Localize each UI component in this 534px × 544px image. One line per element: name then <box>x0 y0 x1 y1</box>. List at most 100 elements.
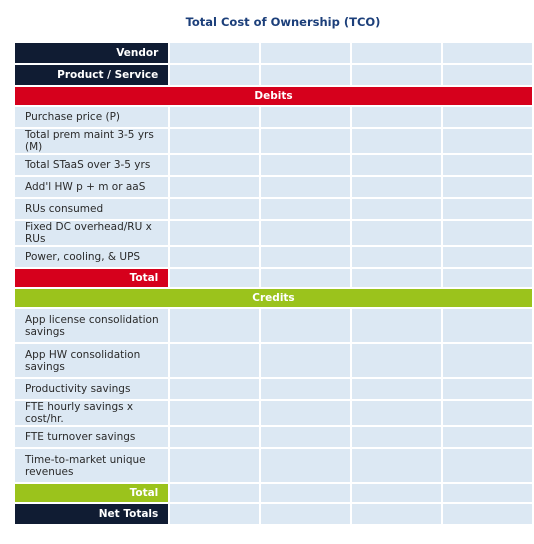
product-cell-2[interactable] <box>261 65 351 85</box>
table-cell[interactable] <box>170 344 260 377</box>
credits-band-row: Credits <box>15 289 532 307</box>
vendor-row: Vendor <box>15 43 532 63</box>
table-cell[interactable] <box>352 247 442 267</box>
table-cell[interactable] <box>352 155 442 175</box>
table-row: RUs consumed <box>15 199 532 219</box>
vendor-cell-3[interactable] <box>352 43 442 63</box>
table-cell[interactable] <box>443 177 532 197</box>
table-cell[interactable] <box>170 107 260 127</box>
table-cell[interactable] <box>352 504 442 524</box>
table-cell[interactable] <box>443 504 532 524</box>
row-label: App license consolidation savings <box>15 309 169 342</box>
table-cell[interactable] <box>170 484 260 502</box>
product-cell-4[interactable] <box>443 65 532 85</box>
table-cell[interactable] <box>443 449 532 482</box>
table-cell[interactable] <box>261 221 351 245</box>
table-row: Time-to-market unique revenues <box>15 449 532 482</box>
row-label: Purchase price (P) <box>15 107 169 127</box>
table-cell[interactable] <box>261 344 351 377</box>
table-cell[interactable] <box>443 484 532 502</box>
table-cell[interactable] <box>261 401 351 425</box>
row-label: Add'l HW p + m or aaS <box>15 177 169 197</box>
table-cell[interactable] <box>352 427 442 447</box>
table-cell[interactable] <box>261 155 351 175</box>
vendor-cell-1[interactable] <box>170 43 260 63</box>
table-cell[interactable] <box>170 155 260 175</box>
table-cell[interactable] <box>170 504 260 524</box>
table-cell[interactable] <box>261 504 351 524</box>
table-cell[interactable] <box>443 247 532 267</box>
table-row: Purchase price (P) <box>15 107 532 127</box>
table-row: App HW consolidation savings <box>15 344 532 377</box>
table-cell[interactable] <box>261 269 351 287</box>
table-cell[interactable] <box>261 107 351 127</box>
table-cell[interactable] <box>261 484 351 502</box>
vendor-cell-2[interactable] <box>261 43 351 63</box>
table-cell[interactable] <box>443 107 532 127</box>
table-cell[interactable] <box>352 309 442 342</box>
row-label: Productivity savings <box>15 379 169 399</box>
table-cell[interactable] <box>443 379 532 399</box>
table-cell[interactable] <box>352 379 442 399</box>
table-cell[interactable] <box>170 177 260 197</box>
row-label: RUs consumed <box>15 199 169 219</box>
table-cell[interactable] <box>170 449 260 482</box>
row-label: Fixed DC overhead/RU x RUs <box>15 221 169 245</box>
table-cell[interactable] <box>261 129 351 153</box>
table-cell[interactable] <box>261 379 351 399</box>
table-cell[interactable] <box>443 155 532 175</box>
table-cell[interactable] <box>352 221 442 245</box>
net-totals-row: Net Totals <box>15 504 532 524</box>
table-cell[interactable] <box>443 309 532 342</box>
table-cell[interactable] <box>261 247 351 267</box>
table-cell[interactable] <box>170 199 260 219</box>
table-row: App license consolidation savings <box>15 309 532 342</box>
tco-table: Vendor Product / Service Debits Purchase… <box>13 41 534 526</box>
table-cell[interactable] <box>170 379 260 399</box>
table-cell[interactable] <box>352 177 442 197</box>
credits-band: Credits <box>15 289 532 307</box>
table-cell[interactable] <box>352 129 442 153</box>
table-cell[interactable] <box>443 129 532 153</box>
table-cell[interactable] <box>352 344 442 377</box>
row-label: Total STaaS over 3-5 yrs <box>15 155 169 175</box>
debits-band-row: Debits <box>15 87 532 105</box>
table-cell[interactable] <box>352 269 442 287</box>
table-cell[interactable] <box>170 427 260 447</box>
credits-total-row: Total <box>15 484 532 502</box>
table-cell[interactable] <box>170 221 260 245</box>
product-cell-1[interactable] <box>170 65 260 85</box>
table-cell[interactable] <box>261 309 351 342</box>
row-label: FTE hourly savings x cost/hr. <box>15 401 169 425</box>
table-cell[interactable] <box>443 401 532 425</box>
table-cell[interactable] <box>352 449 442 482</box>
table-cell[interactable] <box>170 309 260 342</box>
debits-total-row: Total <box>15 269 532 287</box>
table-cell[interactable] <box>443 344 532 377</box>
table-cell[interactable] <box>352 107 442 127</box>
table-cell[interactable] <box>261 199 351 219</box>
table-cell[interactable] <box>352 484 442 502</box>
table-cell[interactable] <box>443 221 532 245</box>
table-cell[interactable] <box>443 427 532 447</box>
table-cell[interactable] <box>443 269 532 287</box>
table-row: Power, cooling, & UPS <box>15 247 532 267</box>
table-cell[interactable] <box>443 199 532 219</box>
product-cell-3[interactable] <box>352 65 442 85</box>
page-title: Total Cost of Ownership (TCO) <box>185 15 381 29</box>
table-row: FTE turnover savings <box>15 427 532 447</box>
table-cell[interactable] <box>261 449 351 482</box>
table-cell[interactable] <box>352 401 442 425</box>
credits-total-label: Total <box>15 484 169 502</box>
table-cell[interactable] <box>170 269 260 287</box>
table-cell[interactable] <box>170 247 260 267</box>
table-row: Total prem maint 3-5 yrs (M) <box>15 129 532 153</box>
table-cell[interactable] <box>261 427 351 447</box>
row-label: FTE turnover savings <box>15 427 169 447</box>
table-cell[interactable] <box>261 177 351 197</box>
vendor-cell-4[interactable] <box>443 43 532 63</box>
table-row: Total STaaS over 3-5 yrs <box>15 155 532 175</box>
table-cell[interactable] <box>170 401 260 425</box>
table-cell[interactable] <box>170 129 260 153</box>
table-cell[interactable] <box>352 199 442 219</box>
